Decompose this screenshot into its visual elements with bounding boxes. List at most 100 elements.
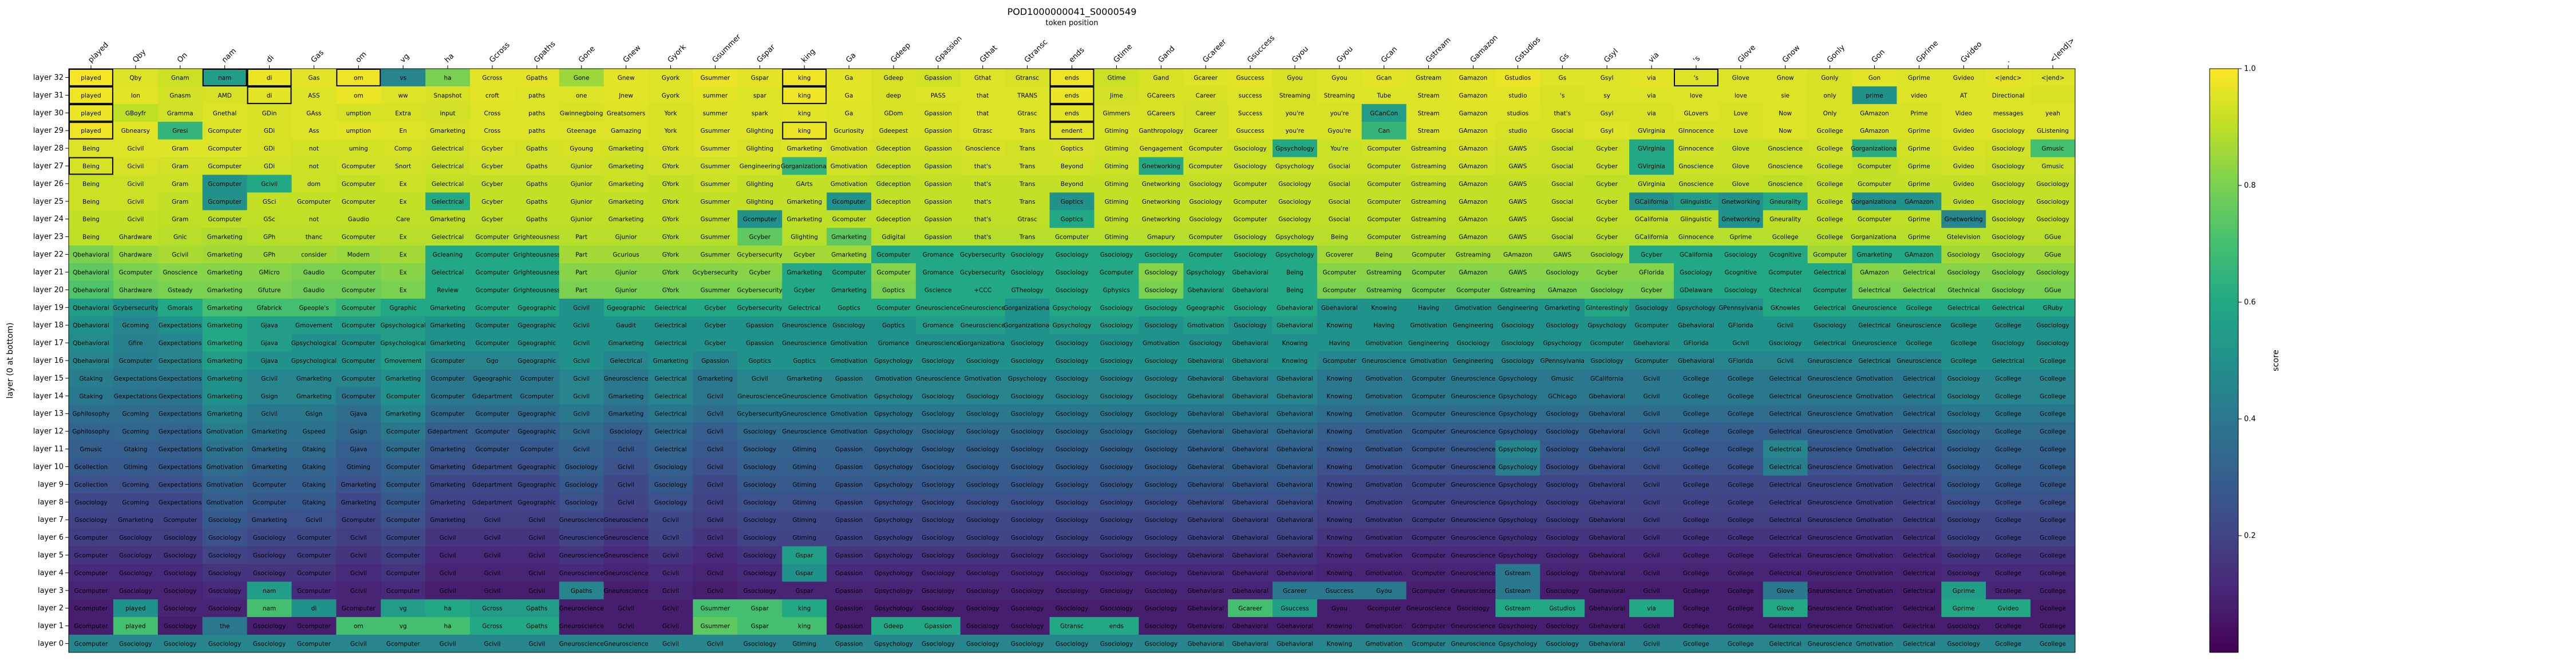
colorbar-tick-label: 0.4 (2244, 415, 2256, 423)
cell-label: Gmotivation (1856, 517, 1893, 524)
cell-label: Gneuroscience (1451, 411, 1496, 418)
cell-label: Gneuroscience (1451, 499, 1496, 506)
heatmap-cell (782, 157, 827, 175)
cell-label: Gsociology (1546, 322, 1579, 329)
cell-label: GYork (662, 163, 679, 170)
heatmap-cell (1986, 228, 2031, 246)
cell-label: Gnetworking (1945, 216, 1983, 223)
x-tick-label: king (800, 48, 817, 65)
cell-label: Gmotivation (831, 181, 868, 188)
cell-label: Gcomputer (208, 163, 242, 170)
cell-label: Gvideo (1953, 163, 1974, 170)
heatmap-cell (693, 228, 738, 246)
cell-label: Gcoming (122, 429, 149, 436)
cell-label: Gpaths (571, 588, 592, 595)
cell-label: Gjava (260, 322, 278, 329)
cell-label: Gneuroscience (1852, 304, 1897, 311)
cell-label: Gtiming (1105, 181, 1129, 188)
cell-label: Gbehavioral (1277, 411, 1313, 418)
heatmap-cell (559, 192, 605, 211)
cell-label: Gscience (924, 287, 952, 294)
cell-label: Gsociology (654, 481, 687, 488)
cell-label: Qbehavioral (73, 287, 109, 294)
cell-label: Gcivil (707, 517, 724, 524)
heatmap-cell (648, 175, 693, 193)
heatmap-cell (603, 69, 649, 87)
cell-label: Gcomputer (342, 322, 376, 329)
cell-label: Gmarketing (118, 517, 153, 524)
cell-label: messages (1993, 110, 2024, 117)
cell-label: Gsociology (922, 570, 954, 577)
heatmap-cell (1317, 246, 1362, 264)
cell-label: Gneuroscience (1808, 517, 1852, 524)
cell-label: Gas (308, 74, 319, 81)
heatmap-cell (381, 69, 426, 87)
cell-label: Gsociology (1100, 375, 1133, 382)
cell-label: Gpsychology (1053, 322, 1092, 329)
cell-label: Gneuroscience (1808, 588, 1852, 595)
cell-label: Gcollection (74, 464, 108, 470)
cell-label: Gbehavioral (1232, 499, 1269, 506)
heatmap-cell (827, 104, 872, 122)
cell-label: Review (437, 287, 459, 294)
cell-label: Gsocial (1329, 181, 1350, 188)
cell-label: Gcareer (1238, 605, 1262, 612)
cell-label: Gcomputer (342, 375, 376, 382)
cell-label: Gbehavioral (1232, 358, 1269, 365)
heatmap-cell (291, 139, 337, 158)
cell-label: Gneuroscience (1808, 393, 1852, 400)
cell-label: Goptics (1061, 199, 1084, 205)
cell-label: GYork (662, 287, 679, 294)
cell-label: Gcollege (1995, 517, 2021, 524)
cell-label: Can (1378, 128, 1390, 134)
heatmap-cell (113, 104, 159, 122)
cell-label: Gcollege (1728, 375, 1754, 382)
cell-label: Gpsychological (291, 358, 337, 365)
cell-label: Gsociology (1992, 269, 2024, 276)
cell-label: GAWS (1508, 181, 1527, 188)
cell-label: Gsociology (1100, 605, 1133, 612)
cell-label: GRuby (2043, 304, 2063, 311)
cell-label: Gcivil (1643, 481, 1660, 488)
cell-label: Gbehavioral (1277, 623, 1313, 630)
cell-label: Gelectrical (1769, 464, 1801, 470)
cell-label: Gpaths (526, 181, 547, 188)
cell-label: Gcivil (707, 446, 724, 453)
cell-label: Gsociology (922, 358, 954, 365)
cell-label: Gelectrical (1769, 535, 1801, 541)
cell-label: Gelectrical (1903, 429, 1935, 436)
heatmap-cell (1986, 104, 2031, 122)
cell-label: via (1647, 74, 1656, 81)
cell-label: Gsociology (1011, 499, 1044, 506)
cell-label: Knowing (1326, 375, 1352, 382)
heatmap-cell (247, 121, 292, 140)
cell-label: Being (1286, 269, 1303, 276)
cell-label: Gcivil (573, 393, 590, 400)
heatmap-cell (1139, 175, 1184, 193)
cell-label: Gpassion (835, 570, 863, 577)
cell-label: Gtiming (1105, 128, 1129, 134)
cell-label: Gcivil (306, 517, 322, 524)
heatmap-cell (960, 175, 1006, 193)
heatmap-cell (1406, 139, 1452, 158)
x-tick-label: ends (1068, 46, 1086, 65)
cell-label: Gpaths (526, 216, 547, 223)
cell-label: Jime (1109, 92, 1123, 99)
cell-label: Gsociology (1546, 429, 1579, 436)
x-tick-label: Gs (1558, 52, 1571, 65)
heatmap-cell (470, 104, 515, 122)
cell-label: Gelectrical (432, 181, 464, 188)
heatmap-cell (871, 157, 916, 175)
heatmap-cell (871, 86, 916, 105)
cell-label: Gcomputer (476, 322, 509, 329)
heatmap-cell (603, 121, 649, 140)
heatmap-cell (69, 104, 114, 122)
y-tick-label: layer 32 (33, 73, 64, 82)
cell-label: Gcyber (481, 145, 503, 152)
cell-label: Beyond (1061, 163, 1084, 170)
cell-label: Gtelevision (1947, 234, 1981, 241)
cell-label: Gsociology (832, 322, 865, 329)
cell-label: Ganthropology (1139, 128, 1183, 134)
cell-label: Gcollege (1950, 358, 1977, 365)
heatmap-cell (1139, 157, 1184, 175)
